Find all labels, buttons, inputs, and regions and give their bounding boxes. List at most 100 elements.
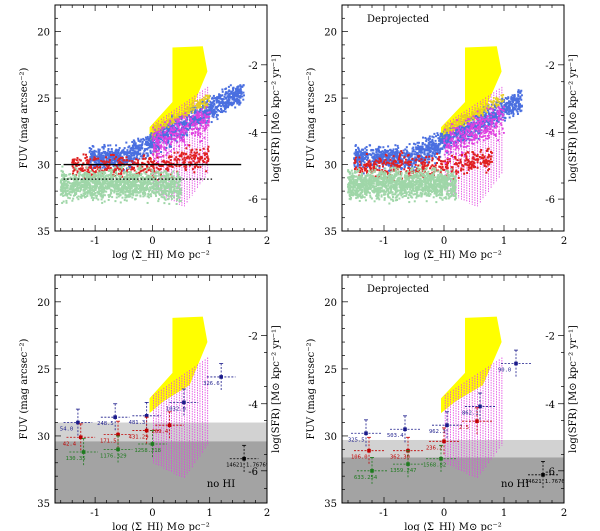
scatter-point-blue — [356, 161, 359, 164]
scatter-point-blue — [129, 165, 132, 168]
scatter-point-blue — [517, 93, 520, 96]
scatter-point-magenta — [181, 125, 184, 128]
scatter-point-red — [72, 170, 75, 173]
scatter-point-blue — [396, 150, 399, 153]
scatter-point-green — [106, 180, 109, 183]
scatter-point-blue — [372, 157, 375, 160]
scatter-point-blue — [492, 108, 495, 111]
scatter-point-red — [166, 166, 169, 169]
scatter-point-blue — [143, 150, 146, 153]
scatter-point-magenta — [207, 115, 210, 118]
scatter-point-red — [198, 153, 201, 156]
scatter-point-blue — [228, 103, 231, 106]
scatter-point-blue — [400, 168, 403, 171]
scatter-point-green — [101, 191, 104, 194]
scatter-point-green — [59, 193, 62, 196]
scatter-point-blue — [467, 135, 470, 138]
scatter-point-blue — [118, 147, 121, 150]
scatter-point-blue — [408, 155, 411, 158]
scatter-point-yellow — [206, 102, 209, 105]
scatter-point-red — [111, 153, 114, 156]
scatter-point-green — [68, 173, 71, 176]
scatter-point-green — [86, 177, 89, 180]
scatter-point-blue — [513, 95, 516, 98]
scatter-point-blue — [102, 147, 105, 150]
scatter-point-red — [168, 165, 171, 168]
scatter-point-blue — [443, 134, 446, 137]
scatter-point-green — [152, 174, 155, 177]
scatter-point-blue — [125, 153, 128, 156]
scatter-point-green — [137, 173, 140, 176]
scatter-point-blue — [227, 104, 230, 107]
scatter-point-blue — [382, 151, 385, 154]
scatter-point-green — [75, 178, 78, 181]
scatter-point-green — [94, 173, 97, 176]
scatter-point-blue — [423, 153, 426, 156]
scatter-point-blue — [450, 141, 453, 144]
scatter-point-blue — [123, 162, 126, 165]
scatter-point-blue — [461, 131, 464, 134]
scatter-point-green — [157, 190, 160, 193]
scatter-point-blue — [186, 128, 189, 131]
scatter-point-green — [177, 186, 180, 189]
scatter-point-green — [82, 179, 85, 182]
scatter-point-blue — [385, 158, 388, 161]
scatter-point-blue — [232, 98, 235, 101]
scatter-point-blue — [511, 109, 514, 112]
scatter-point-red — [151, 161, 154, 164]
scatter-point-green — [168, 202, 171, 205]
scatter-point-blue — [363, 161, 366, 164]
scatter-point-blue — [99, 155, 102, 158]
scatter-point-blue — [228, 92, 231, 95]
scatter-point-blue — [485, 112, 488, 115]
scatter-point-blue — [91, 154, 94, 157]
scatter-point-blue — [493, 108, 496, 111]
scatter-point-blue — [505, 111, 508, 114]
scatter-point-blue — [517, 95, 520, 98]
scatter-point-blue — [120, 159, 123, 162]
scatter-point-blue — [152, 135, 155, 138]
scatter-point-green — [104, 176, 107, 179]
y-tick-label: 25 — [37, 94, 50, 105]
scatter-point-blue — [216, 100, 219, 103]
scatter-point-magenta — [186, 124, 189, 127]
scatter-point-blue — [394, 152, 397, 155]
scatter-point-blue — [512, 115, 515, 118]
scatter-point-blue — [383, 158, 386, 161]
scatter-point-green — [144, 186, 147, 189]
scatter-point-blue — [404, 148, 407, 151]
scatter-point-magenta — [168, 123, 170, 125]
scatter-point-red — [76, 171, 79, 174]
scatter-point-blue — [362, 153, 365, 156]
scatter-point-magenta — [199, 133, 202, 136]
scatter-point-blue — [370, 153, 373, 156]
scatter-point-blue — [161, 139, 164, 142]
scatter-point-green — [90, 193, 93, 196]
scatter-point-blue — [519, 105, 522, 108]
scatter-point-green — [122, 165, 125, 168]
scatter-point-green — [114, 186, 117, 189]
scatter-point-green — [85, 175, 88, 178]
scatter-point-blue — [483, 124, 486, 127]
scatter-point-blue — [425, 144, 428, 147]
scatter-point-green — [167, 182, 170, 185]
scatter-point-blue — [409, 159, 412, 162]
scatter-point-green — [83, 182, 86, 185]
scatter-point-green — [139, 185, 142, 188]
scatter-point-magenta — [156, 140, 159, 143]
scatter-point-green — [61, 201, 64, 204]
scatter-point-blue — [501, 107, 504, 110]
scatter-point-blue — [237, 101, 240, 104]
scatter-point-green — [109, 193, 112, 196]
scatter-point-blue — [446, 140, 449, 143]
scatter-point-red — [192, 160, 195, 163]
scatter-point-green — [83, 179, 86, 182]
scatter-point-blue — [242, 84, 245, 87]
scatter-point-red — [72, 160, 75, 163]
scatter-point-blue — [435, 146, 438, 149]
scatter-point-green — [68, 182, 71, 185]
scatter-point-green — [92, 172, 95, 175]
scatter-point-blue — [99, 167, 102, 170]
scatter-point-blue — [197, 118, 200, 121]
scatter-point-blue — [485, 116, 488, 119]
